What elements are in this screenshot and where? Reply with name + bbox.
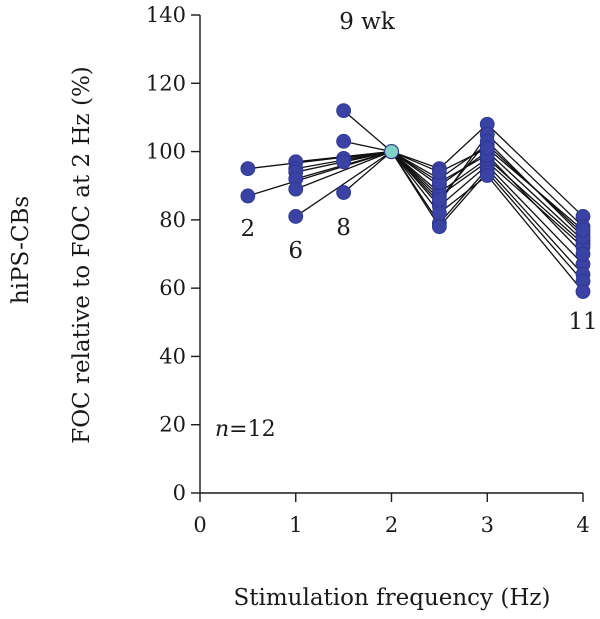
x-tick-label: 2 — [385, 513, 398, 537]
data-point — [336, 133, 352, 149]
y-tick-label: 20 — [159, 413, 186, 437]
data-point — [575, 246, 591, 262]
y-tick-label: 100 — [146, 140, 186, 164]
y-tick-label: 60 — [159, 276, 186, 300]
x-tick-label: 3 — [481, 513, 494, 537]
data-point — [431, 191, 447, 207]
series-lines — [247, 110, 584, 292]
x-axis-title: Stimulation frequency (Hz) — [233, 585, 550, 611]
x-tick-label: 0 — [193, 513, 206, 537]
y-tick-label: 0 — [173, 481, 186, 505]
data-point — [479, 140, 495, 156]
count-label: 11 — [568, 309, 597, 335]
data-point — [288, 209, 304, 224]
data-points — [240, 103, 591, 299]
data-point — [431, 205, 447, 221]
data-point — [575, 222, 591, 238]
y-tick-label: 140 — [146, 3, 186, 27]
y-tick-label: 40 — [159, 344, 186, 368]
y-axis-title: FOC relative to FOC at 2 Hz (%) — [69, 66, 95, 444]
data-point — [431, 219, 447, 235]
chart-title: 9 wk — [339, 9, 396, 35]
data-point — [336, 154, 352, 170]
count-label: 6 — [288, 238, 303, 264]
group-label: hiPS-CBs — [8, 196, 34, 304]
data-point — [240, 161, 256, 177]
y-tick-label: 120 — [146, 71, 186, 95]
reference-point — [383, 143, 400, 160]
sample-size-annotation: n=12 — [215, 417, 276, 442]
data-point — [479, 168, 495, 183]
series-line — [343, 150, 584, 255]
x-tick-label: 1 — [289, 513, 302, 537]
count-labels: 2 6 8 11 — [241, 215, 598, 335]
data-point — [575, 284, 591, 299]
data-point — [336, 103, 352, 118]
sample-size-value: =12 — [229, 417, 275, 442]
x-tick-label: 4 — [576, 513, 589, 537]
data-point — [240, 188, 256, 204]
count-label: 2 — [241, 216, 256, 242]
data-point — [336, 185, 352, 200]
sample-size-symbol: n — [215, 417, 229, 442]
count-label: 8 — [336, 215, 351, 241]
data-point — [288, 181, 304, 197]
y-tick-label: 80 — [159, 208, 186, 232]
data-point — [431, 164, 447, 180]
